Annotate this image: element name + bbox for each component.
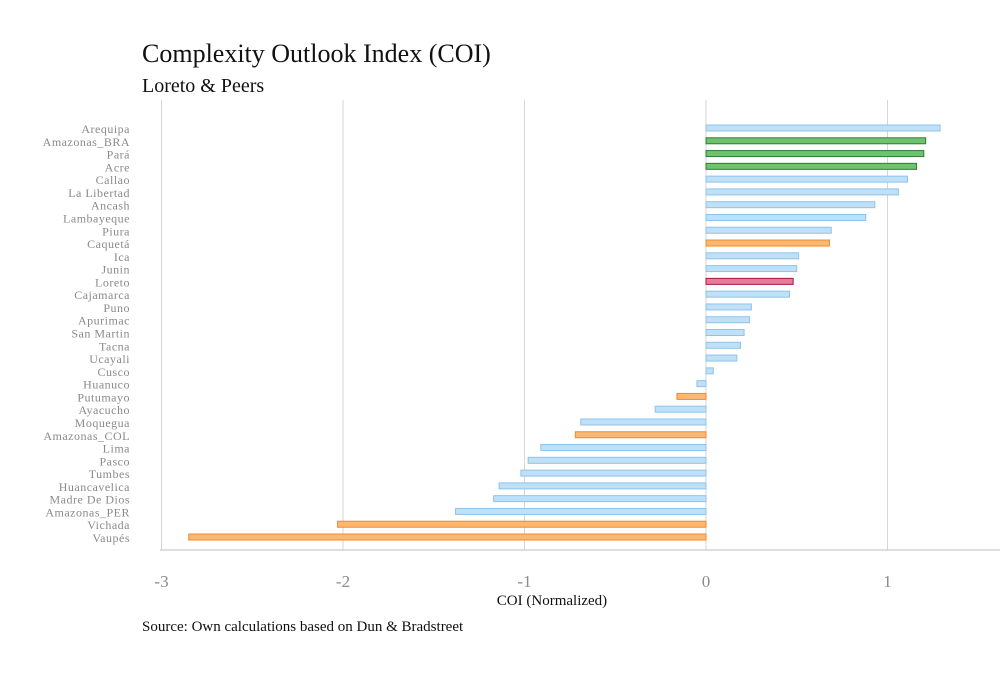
category-label: Pará xyxy=(107,148,130,162)
bar-ucayali xyxy=(705,354,738,362)
bar-amazonas-per xyxy=(455,507,707,515)
bar-caquet- xyxy=(705,239,830,247)
category-label: La Libertad xyxy=(68,186,130,200)
source-note: Source: Own calculations based on Dun & … xyxy=(142,619,464,635)
bar-callao xyxy=(705,175,908,183)
category-label: Huanuco xyxy=(83,378,130,392)
bar-puno xyxy=(705,303,752,311)
category-label: San Martin xyxy=(71,327,130,341)
category-label: Lima xyxy=(103,442,130,456)
x-tick-label: -2 xyxy=(336,572,350,591)
bar-lambayeque xyxy=(705,213,867,221)
bar-putumayo xyxy=(676,392,707,400)
bar-lima xyxy=(540,444,707,452)
category-label: Tumbes xyxy=(89,467,130,481)
category-label: Huancavelica xyxy=(59,480,130,494)
category-label: Arequipa xyxy=(81,122,130,136)
bar-arequipa xyxy=(705,124,941,132)
category-label: Ica xyxy=(114,250,130,264)
bar-la-libertad xyxy=(705,188,899,196)
bar-huanuco xyxy=(696,380,707,388)
bar-apurimac xyxy=(705,316,751,324)
category-label: Callao xyxy=(96,173,130,187)
category-label: Puno xyxy=(103,301,130,315)
category-label: Vaupés xyxy=(92,531,130,545)
bar-piura xyxy=(705,226,832,234)
category-label: Piura xyxy=(102,224,130,238)
bar-loreto xyxy=(705,277,794,285)
category-label: Ucayali xyxy=(89,352,130,366)
bar-ancash xyxy=(705,201,876,209)
category-label: Amazonas_BRA xyxy=(43,135,130,149)
bar-amazonas-bra xyxy=(705,137,927,145)
x-tick-label: 1 xyxy=(883,572,892,591)
bar-ayacucho xyxy=(654,405,707,413)
bar-moquegua xyxy=(580,418,707,426)
x-axis-title: COI (Normalized) xyxy=(497,593,607,609)
bar-cusco xyxy=(705,367,714,375)
category-label: Cusco xyxy=(98,365,131,379)
bar-vaup-s xyxy=(188,533,707,541)
bar-madre-de-dios xyxy=(493,495,707,503)
bar-tacna xyxy=(705,341,741,349)
category-label: Moquegua xyxy=(75,416,130,430)
category-label: Junin xyxy=(101,263,130,277)
category-label: Putumayo xyxy=(77,390,130,404)
category-label: Pasco xyxy=(100,454,131,468)
chart-subtitle: Loreto & Peers xyxy=(142,75,264,97)
category-label: Lambayeque xyxy=(63,211,130,225)
bar-cajamarca xyxy=(705,290,790,298)
category-label: Madre De Dios xyxy=(50,493,130,507)
x-tick-label: -1 xyxy=(517,572,531,591)
x-tick-label: 0 xyxy=(702,572,711,591)
category-label: Loreto xyxy=(95,275,130,289)
x-tick-labels: -3 -2 -1 0 1 xyxy=(154,572,891,591)
bar-junin xyxy=(705,265,798,273)
chart-title: Complexity Outlook Index (COI) xyxy=(142,39,491,68)
category-label: Cajamarca xyxy=(74,288,130,302)
x-tick-label: -3 xyxy=(154,572,168,591)
bar-pasco xyxy=(527,456,707,464)
category-label: Apurimac xyxy=(78,314,130,328)
category-label: Amazonas_COL xyxy=(43,429,130,443)
bar-tumbes xyxy=(520,469,707,477)
bar-ica xyxy=(705,252,800,260)
bar-huancavelica xyxy=(498,482,707,490)
bar-acre xyxy=(705,162,918,170)
bar-vichada xyxy=(337,520,707,528)
category-label: Acre xyxy=(105,160,130,174)
category-label: Ancash xyxy=(91,199,130,213)
category-label: Amazonas_PER xyxy=(45,505,130,519)
category-label: Vichada xyxy=(87,518,130,532)
bar-par- xyxy=(705,150,925,158)
category-label: Caquetá xyxy=(87,237,130,251)
bar-san-martin xyxy=(705,329,745,336)
category-label: Ayacucho xyxy=(78,403,130,417)
bars xyxy=(188,124,941,541)
category-label: Tacna xyxy=(99,339,130,353)
bar-amazonas-col xyxy=(574,431,707,439)
